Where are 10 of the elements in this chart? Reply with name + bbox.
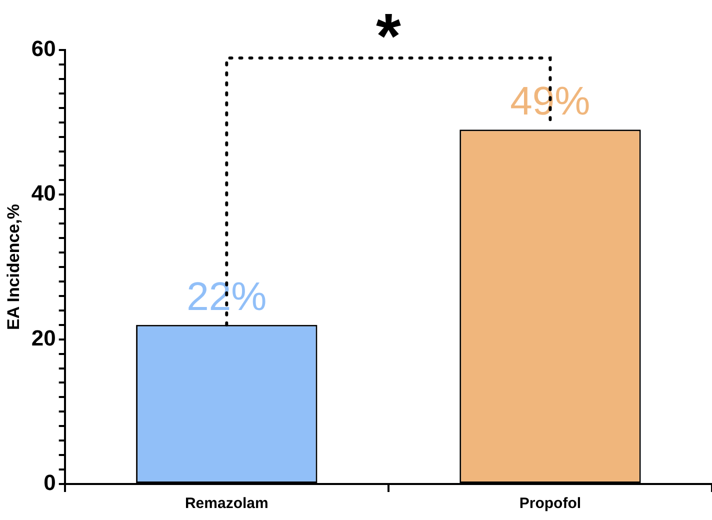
y-axis-title: EA Incidence,% [4, 204, 23, 330]
y-tick-label: 60 [31, 36, 56, 62]
x-tick-label: Propofol [519, 495, 582, 512]
annotation: * [376, 0, 401, 72]
y-tick-label: 40 [31, 180, 56, 206]
data-label: 22% [186, 274, 267, 319]
x-tick-label: Remazolam [184, 495, 268, 512]
data-label: 49% [510, 80, 590, 124]
y-tick-label: 20 [31, 325, 56, 350]
y-tick-label: 0 [44, 470, 56, 496]
